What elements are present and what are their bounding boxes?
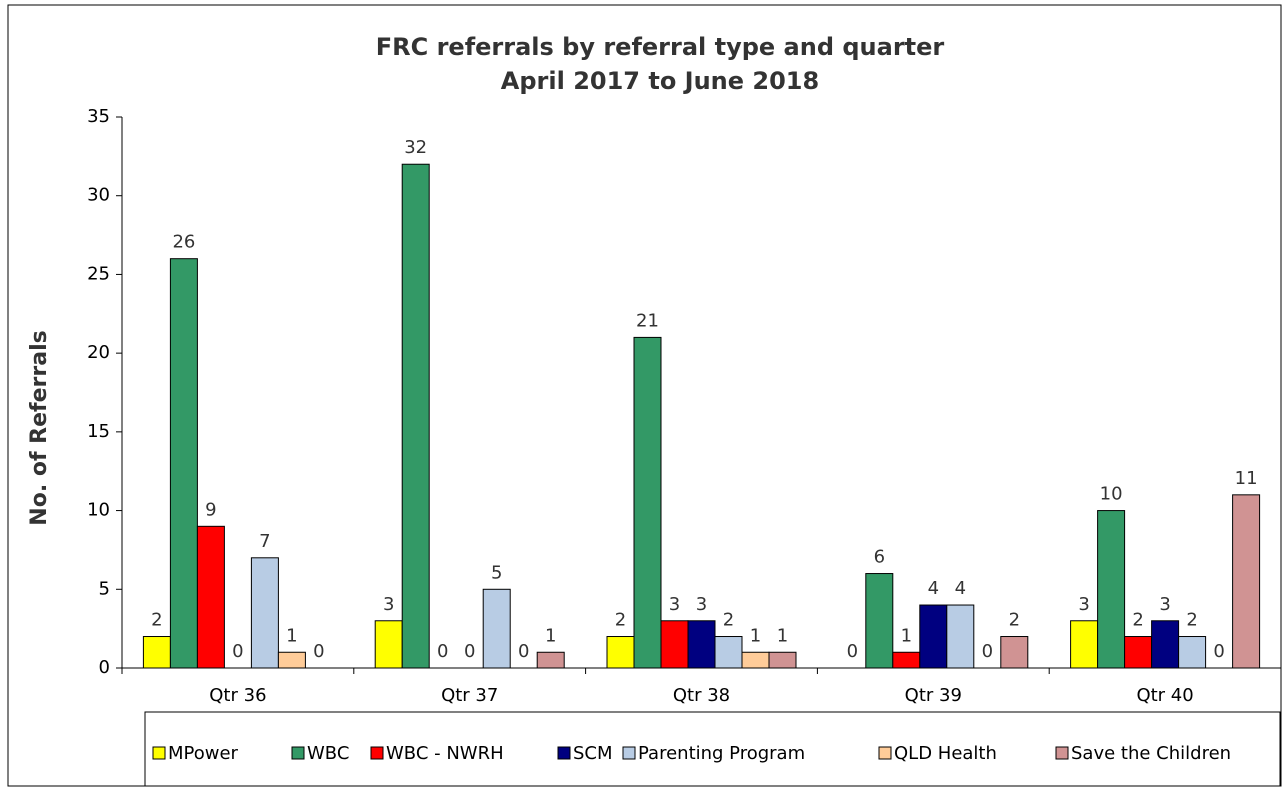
data-label: 11: [1235, 468, 1258, 489]
bar: [1151, 620, 1180, 669]
data-label: 1: [901, 625, 912, 646]
bar: [687, 620, 716, 669]
data-label: 0: [847, 641, 858, 662]
y-tick-label: 10: [87, 500, 110, 521]
legend-label: Save the Children: [1071, 743, 1231, 764]
data-label: 0: [313, 641, 324, 662]
bar: [536, 651, 565, 669]
data-label: 21: [636, 310, 659, 331]
bar: [169, 258, 198, 669]
bar: [1124, 636, 1153, 669]
data-label: 2: [723, 610, 734, 631]
bar: [865, 573, 894, 669]
y-tick-label: 15: [87, 421, 110, 442]
data-label: 7: [259, 531, 270, 552]
bar: [196, 525, 225, 669]
bar: [892, 651, 921, 669]
data-label: 1: [545, 625, 556, 646]
legend-label: Parenting Program: [638, 743, 805, 764]
legend-label: WBC - NWRH: [386, 743, 504, 764]
data-label: 2: [1009, 610, 1020, 631]
data-label: 3: [696, 594, 707, 615]
y-tick-label: 5: [99, 578, 110, 599]
data-label: 3: [1159, 594, 1170, 615]
bar: [714, 636, 743, 669]
data-label: 2: [1132, 610, 1143, 631]
legend-swatch: [878, 746, 892, 760]
bar: [1000, 636, 1029, 669]
data-label: 0: [1213, 641, 1224, 662]
data-label: 4: [955, 578, 966, 599]
data-label: 5: [491, 562, 502, 583]
bar: [250, 557, 279, 669]
x-tick-label: Qtr 36: [209, 685, 266, 706]
legend-swatch: [1055, 746, 1069, 760]
data-label: 0: [982, 641, 993, 662]
x-tick-label: Qtr 37: [441, 685, 498, 706]
legend-swatch: [370, 746, 384, 760]
chart-title: FRC referrals by referral type and quart…: [376, 33, 945, 61]
bar: [1070, 620, 1099, 669]
data-label: 3: [383, 594, 394, 615]
data-label: 4: [928, 578, 939, 599]
legend-swatch: [622, 746, 636, 760]
bar: [1097, 510, 1126, 669]
bar: [946, 604, 975, 669]
data-label: 0: [232, 641, 243, 662]
x-tick-label: Qtr 39: [905, 685, 962, 706]
bar: [482, 588, 511, 669]
legend-label: MPower: [168, 743, 239, 764]
bar: [741, 651, 770, 669]
bar: [142, 636, 171, 669]
y-axis-title: No. of Referrals: [27, 330, 52, 525]
bar: [633, 336, 662, 669]
legend-swatch: [152, 746, 166, 760]
bar: [606, 636, 635, 669]
data-label: 0: [518, 641, 529, 662]
data-label: 9: [205, 499, 216, 520]
y-tick-label: 35: [87, 106, 110, 127]
bar: [660, 620, 689, 669]
legend-box: [144, 711, 1281, 787]
data-label: 2: [1186, 610, 1197, 631]
x-tick-label: Qtr 38: [673, 685, 730, 706]
bar: [277, 651, 306, 669]
data-label: 1: [750, 625, 761, 646]
data-label: 1: [777, 625, 788, 646]
data-label: 2: [151, 610, 162, 631]
x-tick-label: Qtr 40: [1136, 685, 1193, 706]
bar: [919, 604, 948, 669]
data-label: 2: [615, 610, 626, 631]
y-tick-label: 25: [87, 263, 110, 284]
bar: [401, 163, 430, 669]
data-label: 1: [286, 625, 297, 646]
bar: [768, 651, 797, 669]
y-tick-label: 20: [87, 342, 110, 363]
legend-swatch: [291, 746, 305, 760]
bar: [374, 620, 403, 669]
data-label: 10: [1100, 484, 1123, 505]
data-label: 6: [874, 547, 885, 568]
y-tick-label: 30: [87, 185, 110, 206]
legend-label: SCM: [573, 743, 613, 764]
data-label: 0: [437, 641, 448, 662]
legend-swatch: [557, 746, 571, 760]
legend-label: QLD Health: [894, 743, 997, 764]
bar: [1232, 494, 1261, 669]
chart-subtitle: April 2017 to June 2018: [501, 67, 819, 95]
data-label: 0: [464, 641, 475, 662]
data-label: 26: [172, 232, 195, 253]
bar: [1178, 636, 1207, 669]
data-label: 3: [669, 594, 680, 615]
data-label: 32: [404, 137, 427, 158]
legend-label: WBC: [307, 743, 349, 764]
y-tick-label: 0: [99, 657, 110, 678]
data-label: 3: [1078, 594, 1089, 615]
